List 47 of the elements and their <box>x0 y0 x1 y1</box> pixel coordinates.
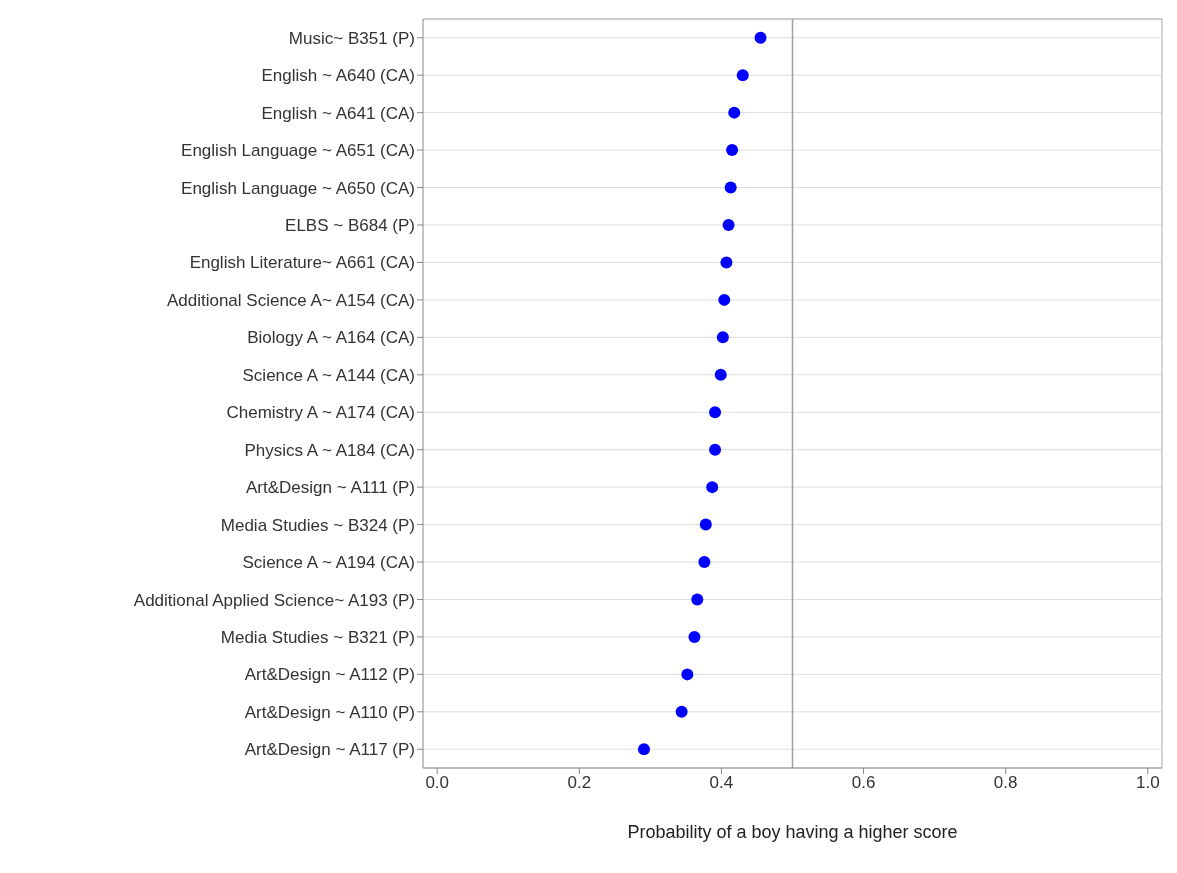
point <box>720 256 733 269</box>
point <box>706 481 719 494</box>
y-tick-label: Media Studies ~ B324 (P) <box>220 515 415 535</box>
x-tick-label: 0.8 <box>993 773 1018 793</box>
point <box>675 705 688 718</box>
y-tick-label: ELBS ~ B684 (P) <box>285 216 415 236</box>
y-tick-label: Additional Applied Science~ A193 (P) <box>133 590 415 610</box>
point <box>709 406 722 419</box>
point <box>754 31 767 44</box>
point <box>637 743 650 756</box>
y-tick-label: English ~ A640 (CA) <box>261 66 415 86</box>
y-tick-label: Art&Design ~ A112 (P) <box>244 665 415 685</box>
x-tick-label: 0.4 <box>709 773 734 793</box>
y-tick-label: Art&Design ~ A111 (P) <box>246 478 415 498</box>
x-tick-label: 1.0 <box>1135 773 1160 793</box>
point <box>736 69 749 82</box>
y-tick-label: English Language ~ A651 (CA) <box>181 141 415 161</box>
point <box>718 293 731 306</box>
point <box>722 218 735 231</box>
y-tick-label: English ~ A641 (CA) <box>261 103 415 123</box>
y-tick-label: Media Studies ~ B321 (P) <box>220 627 415 647</box>
point <box>691 593 704 606</box>
y-tick-label: English Language ~ A650 (CA) <box>181 178 415 198</box>
point <box>709 443 722 456</box>
y-tick-label: Music~ B351 (P) <box>288 28 415 48</box>
point <box>714 368 727 381</box>
y-tick-label: Physics A ~ A184 (CA) <box>244 440 415 460</box>
y-tick-label: English Literature~ A661 (CA) <box>189 253 415 273</box>
x-axis-title: Probability of a boy having a higher score <box>627 822 958 842</box>
point <box>698 556 711 569</box>
point <box>728 106 741 119</box>
point <box>681 668 694 681</box>
x-tick-label: 0.6 <box>851 773 876 793</box>
x-tick-label: 0.2 <box>567 773 592 793</box>
x-tick-label: 0.0 <box>425 773 450 793</box>
y-tick-label: Chemistry A ~ A174 (CA) <box>226 403 415 423</box>
y-tick-label: Biology A ~ A164 (CA) <box>247 328 415 348</box>
point <box>688 630 701 643</box>
y-tick-label: Art&Design ~ A117 (P) <box>244 740 415 760</box>
y-tick-label: Additional Science A~ A154 (CA) <box>166 290 415 310</box>
point <box>724 181 737 194</box>
y-tick-label: Science A ~ A194 (CA) <box>242 553 415 573</box>
y-tick-label: Science A ~ A144 (CA) <box>242 365 415 385</box>
point <box>726 144 739 157</box>
point <box>716 331 729 344</box>
y-tick-label: Art&Design ~ A110 (P) <box>244 702 415 722</box>
point <box>699 518 712 531</box>
